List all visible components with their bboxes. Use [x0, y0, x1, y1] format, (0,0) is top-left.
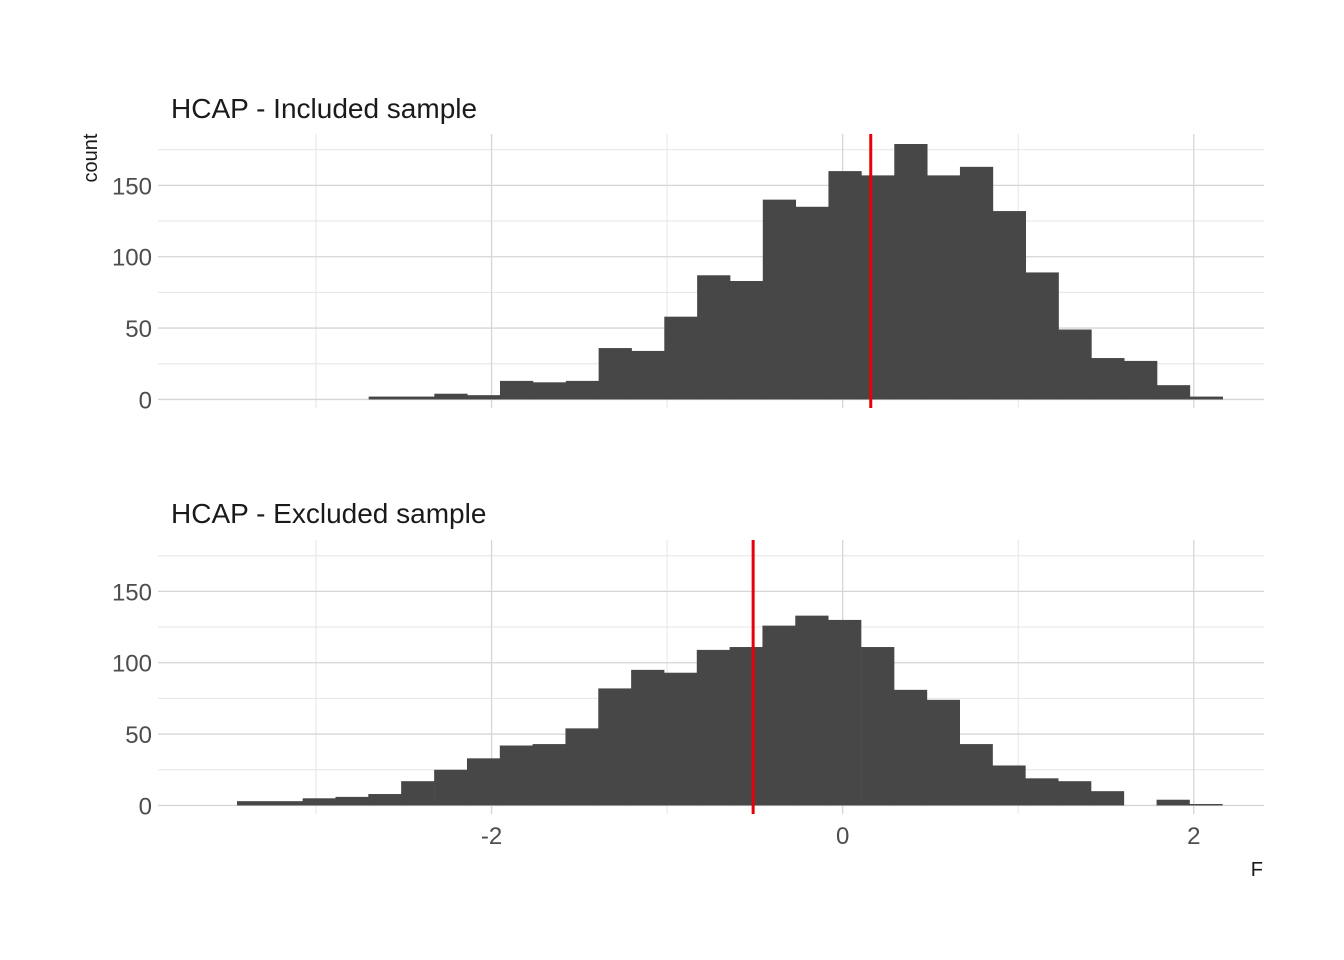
histogram-bar	[992, 765, 1026, 806]
histogram-bar	[434, 769, 468, 806]
histogram-bar	[499, 380, 534, 400]
histogram-bar	[664, 316, 698, 400]
histogram-bar	[401, 396, 435, 400]
histogram-bar	[1124, 360, 1158, 400]
histogram-bar	[927, 175, 961, 400]
histogram-bar	[992, 211, 1027, 400]
panel-title: HCAP - Excluded sample	[171, 498, 486, 529]
y-tick-label: 100	[112, 245, 152, 272]
histogram-bar	[696, 649, 731, 806]
histogram-bar	[1090, 791, 1125, 806]
histogram-bar	[697, 275, 731, 400]
histogram-bar	[1156, 385, 1191, 400]
histogram-bar	[861, 647, 895, 806]
histogram-bar	[1058, 329, 1092, 400]
histogram-bar	[368, 396, 402, 400]
histogram-bar	[1025, 272, 1059, 400]
histogram-bar	[269, 801, 304, 806]
histogram-bar	[729, 280, 764, 400]
histogram-bar	[828, 171, 862, 400]
histogram-bar	[762, 625, 796, 806]
y-tick-label: 150	[112, 579, 152, 606]
histogram-bar	[795, 615, 829, 806]
histogram-bar	[828, 619, 862, 806]
y-tick-label: 0	[139, 793, 152, 820]
histogram-bar	[894, 143, 928, 400]
x-axis-title: F	[1251, 859, 1263, 881]
histogram-bar	[565, 728, 599, 806]
y-tick-label: 0	[139, 387, 152, 414]
histogram-bar	[795, 206, 829, 400]
histogram-bar	[1189, 396, 1223, 400]
x-tick-labels: -2 0 2	[481, 823, 1201, 850]
panel-excluded-sample: 0 50 100 150 -2 0 2 HCAP - Excluded sample F	[112, 498, 1264, 881]
y-axis-title: count	[80, 133, 102, 182]
y-tick-labels: 0 50 100 150	[112, 173, 152, 414]
histogram-bar	[237, 801, 271, 806]
histogram-bar	[631, 350, 665, 400]
histogram-bar	[1189, 804, 1223, 806]
histogram-bar	[893, 689, 928, 806]
y-tick-label: 50	[125, 316, 152, 343]
histogram-bar	[302, 798, 336, 806]
histogram-bar	[532, 744, 566, 806]
histogram-bar	[1058, 781, 1092, 806]
histogram-bar	[467, 395, 501, 400]
histogram-bar	[401, 781, 435, 806]
histogram-bar	[861, 175, 895, 400]
x-tick-label: 0	[836, 823, 849, 850]
panel-title: HCAP - Included sample	[171, 93, 477, 124]
histogram-bar	[762, 199, 797, 400]
histogram-bar	[729, 647, 763, 806]
y-tick-labels: 0 50 100 150	[112, 579, 152, 820]
histogram-bar	[1091, 358, 1125, 400]
histogram-bar	[368, 794, 402, 806]
histogram-bar	[598, 688, 632, 806]
histogram-bar	[631, 669, 665, 806]
y-tick-label: 50	[125, 722, 152, 749]
histogram-bar	[959, 166, 994, 400]
y-tick-label: 150	[112, 173, 152, 200]
y-tick-label: 100	[112, 651, 152, 678]
histogram-bar	[926, 699, 961, 806]
panel-included-sample: 0 50 100 150 HCAP - Included sample count	[80, 93, 1264, 414]
histogram-bar	[434, 393, 468, 400]
histogram-bar	[335, 796, 369, 806]
histogram-bar	[959, 744, 993, 806]
histogram-bar	[466, 758, 501, 806]
histogram-bar	[1025, 778, 1059, 806]
histogram-bar	[663, 672, 698, 806]
histogram-bar	[499, 745, 534, 806]
x-tick-label: -2	[481, 823, 502, 850]
histogram-bar	[598, 348, 632, 400]
histogram-bar	[532, 382, 567, 400]
histogram-bars	[368, 143, 1223, 400]
histogram-bar	[1156, 799, 1190, 806]
histogram-bar	[565, 380, 600, 400]
histogram-bars	[237, 615, 1223, 806]
x-tick-label: 2	[1187, 823, 1200, 850]
